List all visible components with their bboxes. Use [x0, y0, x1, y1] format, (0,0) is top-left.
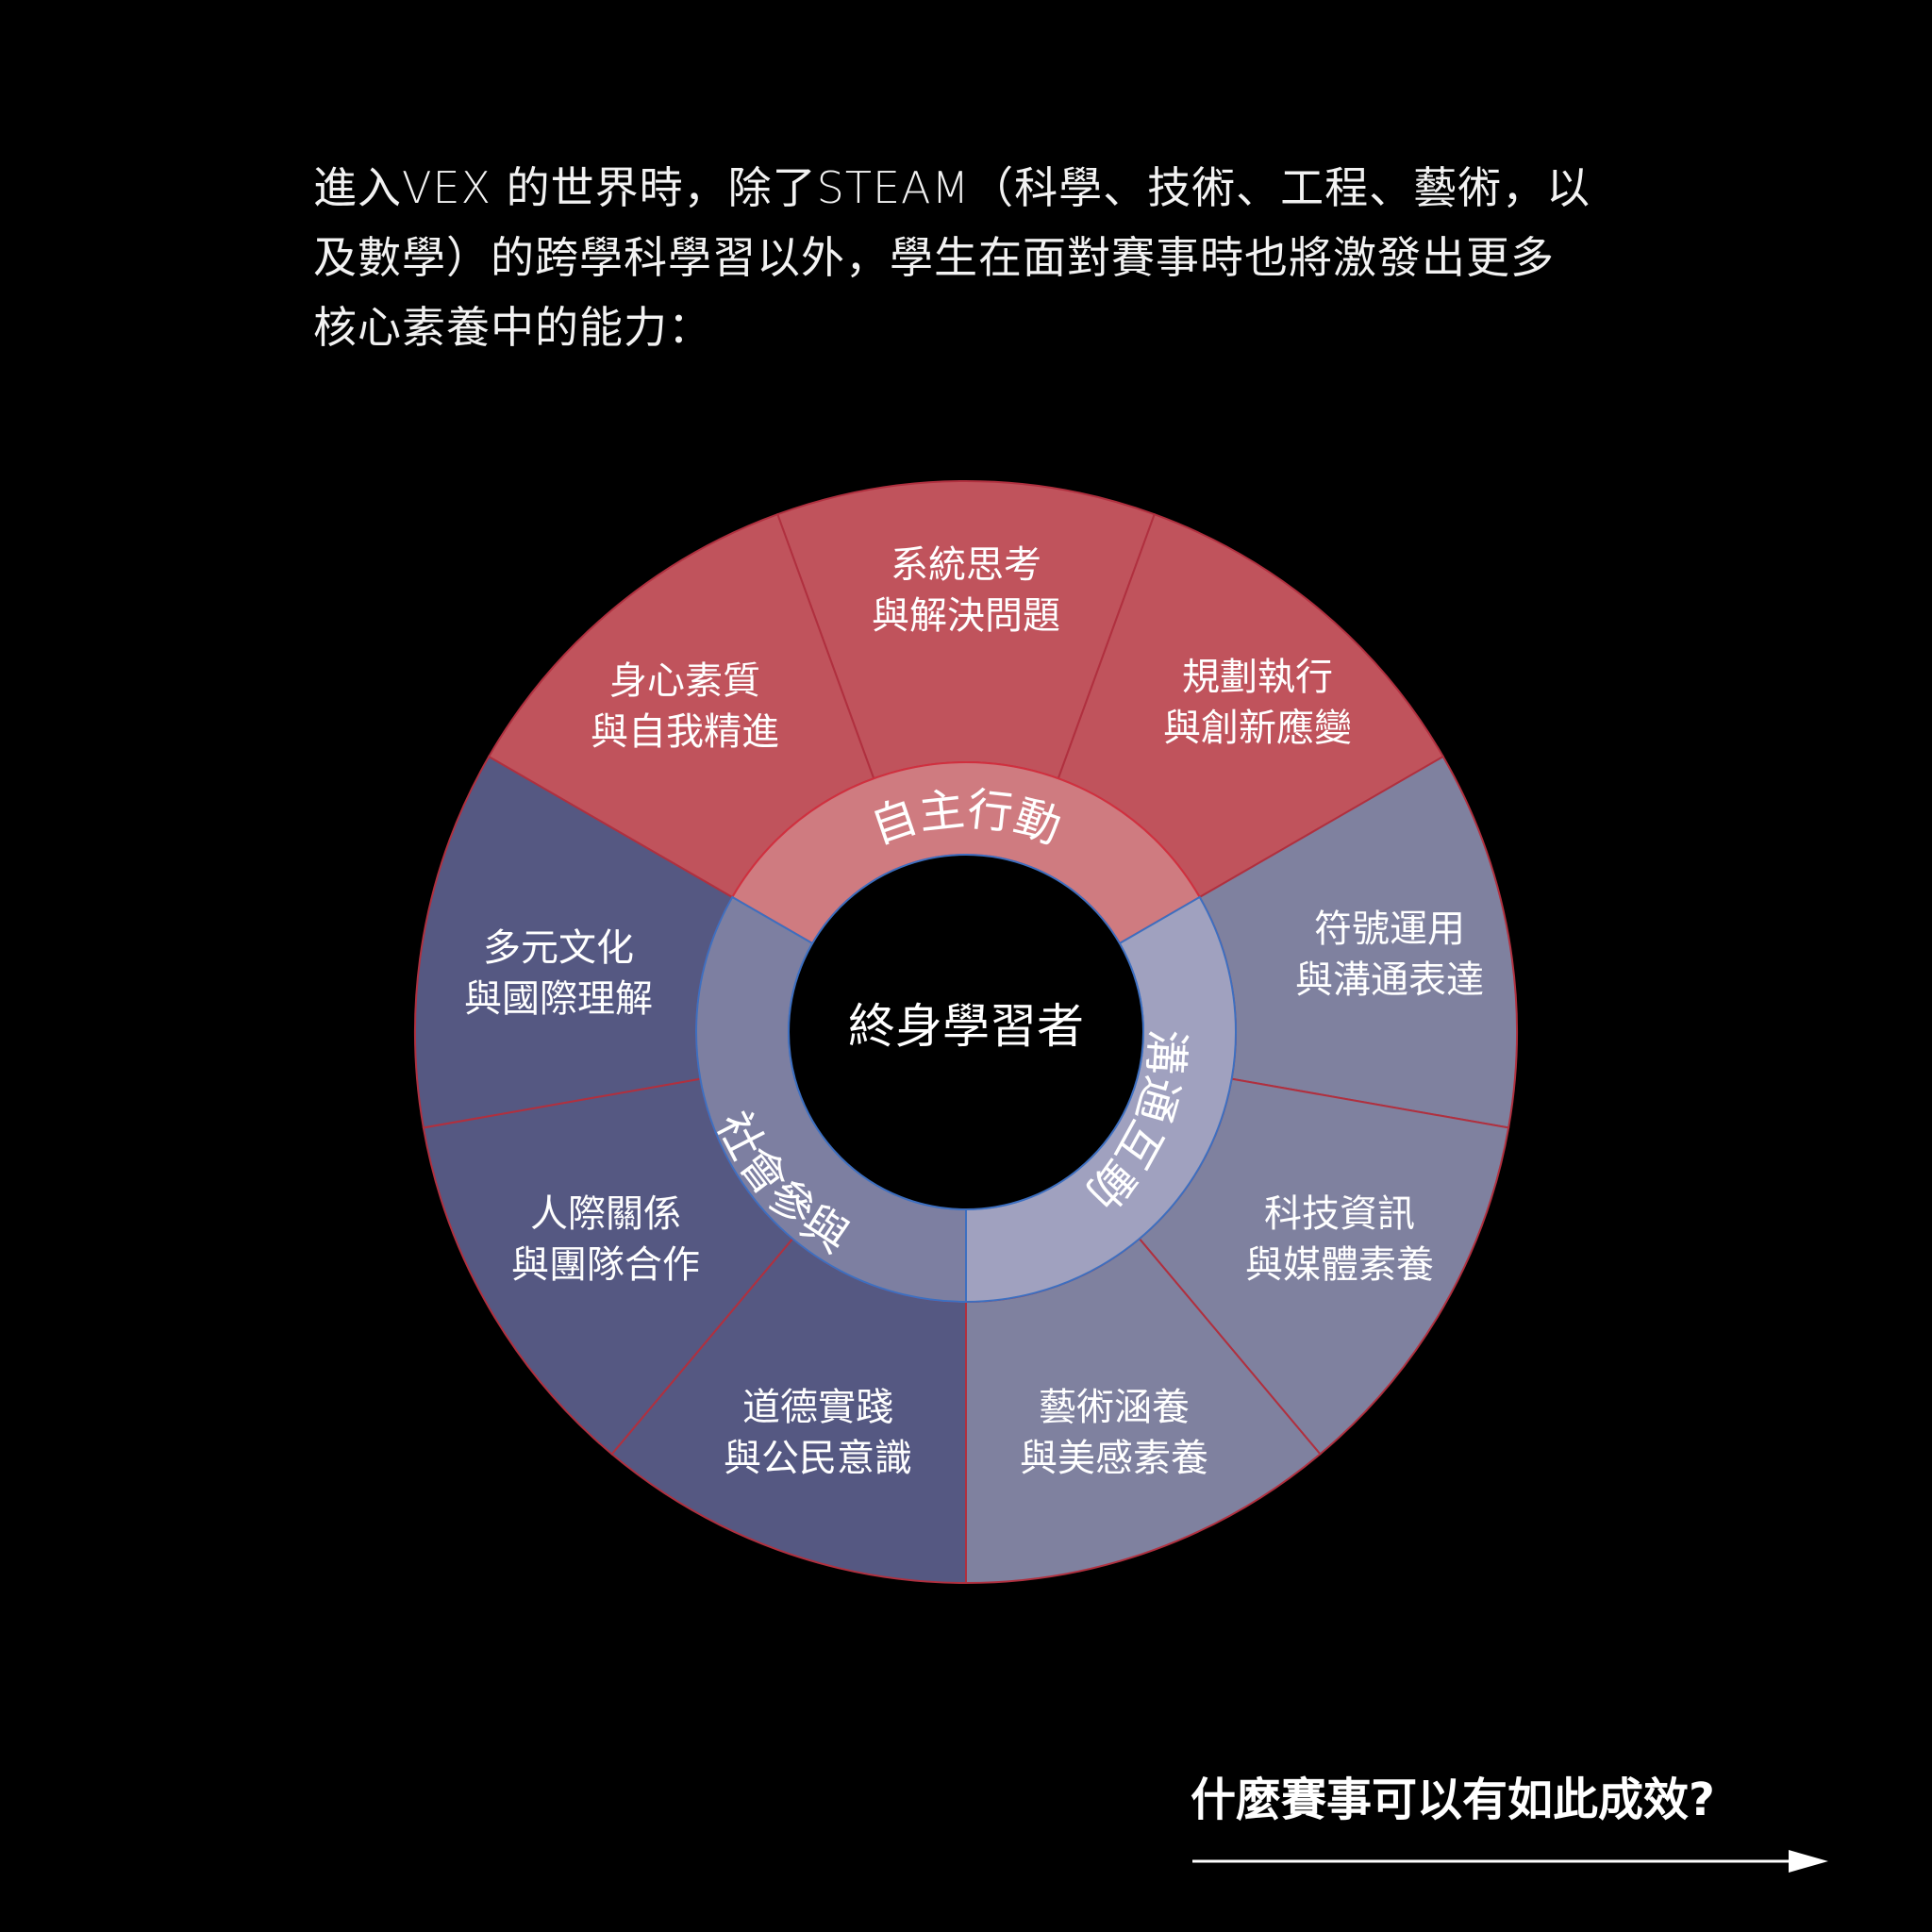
intro-paragraph: 進入VEX 的世界時，除了STEAM（科學、技術、工程、藝術，以 及數學）的跨學… [313, 153, 1634, 362]
center-label: 終身學習者 [848, 999, 1084, 1054]
item-1-line1: 規劃執行 [1182, 656, 1333, 699]
center-circle [788, 854, 1144, 1210]
intro-line-3: 核心素養中的能力： [313, 302, 712, 353]
item-3-line2: 與媒體素養 [1245, 1243, 1434, 1287]
item-0-line2: 與解決問題 [872, 594, 1060, 638]
item-5-line2: 與公民意識 [724, 1437, 912, 1480]
item-4-line2: 與美感素養 [1020, 1437, 1208, 1480]
intro-line-2: 及數學）的跨學科學習以外，學生在面對賽事時也將激發出更多 [313, 232, 1555, 283]
cta-question[interactable]: 什麼賽事可以有如此成效? [1191, 1774, 1715, 1826]
item-8-line1: 身心素質 [609, 659, 760, 703]
item-3-line1: 科技資訊 [1264, 1192, 1415, 1236]
right-arrow-icon[interactable] [1191, 1844, 1832, 1878]
intro-line-1: 進入VEX 的世界時，除了STEAM（科學、技術、工程、藝術，以 [313, 162, 1591, 213]
item-4-line1: 藝術涵養 [1039, 1386, 1190, 1429]
item-5-line1: 道德實踐 [742, 1386, 893, 1429]
item-8-line2: 與自我精進 [591, 710, 779, 754]
item-2-line1: 符號運用 [1314, 908, 1465, 951]
item-7-line2: 與國際理解 [464, 977, 653, 1021]
item-0-line1: 系統思考 [891, 543, 1041, 587]
item-6-line1: 人際關係 [530, 1192, 681, 1236]
item-2-line2: 與溝通表達 [1295, 958, 1484, 1002]
item-7-line1: 多元文化 [483, 926, 634, 970]
item-6-line2: 與團隊合作 [511, 1243, 700, 1287]
item-1-line2: 與創新應變 [1163, 707, 1352, 750]
